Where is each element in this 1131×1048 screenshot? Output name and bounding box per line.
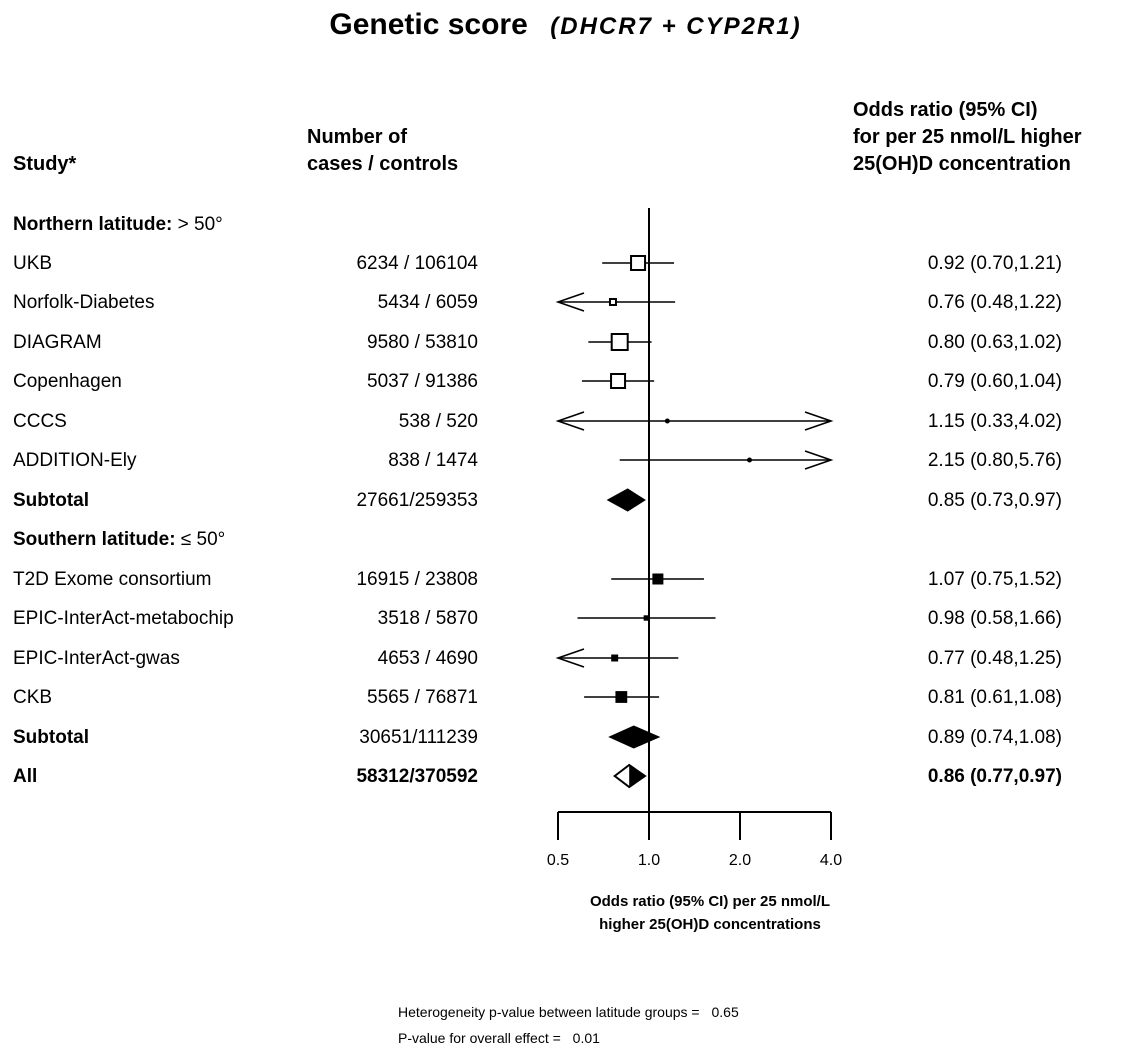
- cases-ukb: 6234 / 106104: [356, 253, 478, 274]
- point-ukb-0: [630, 255, 647, 271]
- or-header-line-1: Odds ratio (95% CI): [853, 99, 1038, 121]
- or-text-subtotal-northern: 0.85 (0.73,0.97): [927, 490, 1062, 511]
- study-name-t2d-exome: T2D Exome consortium: [13, 569, 212, 590]
- or-text-norfolk-diabetes: 0.76 (0.48,1.22): [927, 292, 1062, 313]
- section-southern: Southern latitude: ≤ 50°: [13, 529, 225, 551]
- point-copenhagen-3: [610, 373, 627, 389]
- section-northern: Northern latitude: > 50°: [13, 214, 223, 236]
- chart-title-genes: (DHCR7 + CYP2R1): [550, 13, 802, 40]
- or-text-cccs: 1.15 (0.33,4.02): [927, 411, 1062, 432]
- ci-arrow-left-epic-interact-gwas-9: [555, 648, 585, 668]
- cases-cccs: 538 / 520: [398, 411, 478, 432]
- diamond-fill-all-12: [629, 765, 646, 787]
- point-ckb-10: [615, 691, 628, 703]
- overall-effect-note: P-value for overall effect = 0.01: [398, 1030, 600, 1046]
- overall-effect-value: 0.01: [572, 1030, 600, 1046]
- or-text-epic-metabochip: 0.98 (0.58,1.66): [927, 608, 1062, 629]
- study-column-header: Study*: [13, 153, 77, 175]
- chart-title-main: Genetic score: [329, 8, 528, 41]
- heterogeneity-note: Heterogeneity p-value between latitude g…: [398, 1004, 739, 1020]
- cases-diagram: 9580 / 53810: [367, 332, 478, 353]
- point-diagram-2: [610, 333, 629, 351]
- point-epic-interact-metabochip-8: [643, 615, 650, 621]
- or-header-line-2: for per 25 nmol/L higher: [853, 126, 1082, 148]
- study-name-norfolk-diabetes: Norfolk-Diabetes: [13, 292, 155, 313]
- or-text-all: 0.86 (0.77,0.97): [927, 766, 1062, 787]
- ci-arrow-right-cccs-4: [804, 411, 834, 431]
- cases-header-line-2: cases / controls: [307, 153, 459, 175]
- heterogeneity-label: Heterogeneity p-value between latitude g…: [398, 1004, 700, 1020]
- or-text-copenhagen: 0.79 (0.60,1.04): [927, 371, 1062, 392]
- point-addition-ely-5: [746, 457, 752, 463]
- point-epic-interact-gwas-9: [611, 654, 619, 662]
- overall-effect-label: P-value for overall effect =: [398, 1030, 561, 1046]
- x-axis-label-line-1: Odds ratio (95% CI) per 25 nmol/L: [589, 893, 831, 910]
- or-column-header: Odds ratio (95% CI) for per 25 nmol/L hi…: [853, 97, 1082, 178]
- or-text-subtotal-southern: 0.89 (0.74,1.08): [927, 727, 1062, 748]
- or-text-ukb: 0.92 (0.70,1.21): [927, 253, 1062, 274]
- study-name-all: All: [13, 766, 38, 787]
- cases-all: 58312/370592: [356, 766, 478, 787]
- cases-addition-ely: 838 / 1474: [388, 450, 478, 471]
- diamond-subtotal-11: [608, 725, 661, 749]
- ci-arrow-left-cccs-4: [555, 411, 585, 431]
- study-name-cccs: CCCS: [13, 411, 67, 432]
- or-text-diagram: 0.80 (0.63,1.02): [927, 332, 1062, 353]
- x-tick-4-0: 4.0: [819, 852, 843, 869]
- heterogeneity-value: 0.65: [711, 1004, 739, 1020]
- cases-t2d-exome: 16915 / 23808: [356, 569, 478, 590]
- study-name-copenhagen: Copenhagen: [13, 371, 122, 392]
- x-tick-0-5: 0.5: [546, 852, 570, 869]
- study-name-diagram: DIAGRAM: [13, 332, 102, 353]
- x-tick-1-0: 1.0: [637, 852, 661, 869]
- cases-epic-gwas: 4653 / 4690: [377, 648, 478, 669]
- or-text-ckb: 0.81 (0.61,1.08): [927, 687, 1062, 708]
- diamond-subtotal-6: [606, 488, 646, 512]
- point-t2d-exome-consortium-7: [652, 573, 664, 585]
- study-name-ckb: CKB: [13, 687, 53, 708]
- section-southern-label: Southern latitude:: [13, 529, 176, 550]
- cases-epic-metabochip: 3518 / 5870: [377, 608, 478, 629]
- cases-header-line-1: Number of: [307, 126, 407, 148]
- study-name-subtotal-northern: Subtotal: [13, 490, 89, 511]
- cases-column-header: Number of cases / controls: [307, 124, 458, 178]
- ci-arrow-right-addition-ely-5: [804, 450, 834, 470]
- study-name-epic-metabochip: EPIC-InterAct-metabochip: [13, 608, 234, 629]
- point-norfolk-diabetes-1: [608, 298, 617, 306]
- ci-arrow-left-norfolk-diabetes-1: [555, 292, 585, 312]
- cases-subtotal-southern: 30651/111239: [359, 727, 478, 748]
- or-text-t2d-exome: 1.07 (0.75,1.52): [927, 569, 1062, 590]
- cases-norfolk-diabetes: 5434 / 6059: [377, 292, 478, 313]
- cases-copenhagen: 5037 / 91386: [367, 371, 478, 392]
- x-axis-label: Odds ratio (95% CI) per 25 nmol/L higher…: [510, 890, 910, 936]
- study-name-addition-ely: ADDITION-Ely: [13, 450, 137, 471]
- cases-ckb: 5565 / 76871: [367, 687, 478, 708]
- or-text-epic-gwas: 0.77 (0.48,1.25): [927, 648, 1062, 669]
- study-name-ukb: UKB: [13, 253, 53, 274]
- cases-subtotal-northern: 27661/259353: [356, 490, 478, 511]
- section-northern-threshold: > 50°: [177, 214, 223, 235]
- point-cccs-4: [664, 418, 670, 424]
- study-name-subtotal-southern: Subtotal: [13, 727, 89, 748]
- or-header-line-3: 25(OH)D concentration: [853, 153, 1071, 175]
- x-tick-2-0: 2.0: [728, 852, 752, 869]
- section-northern-label: Northern latitude:: [13, 214, 173, 235]
- chart-title: Genetic score (DHCR7 + CYP2R1): [0, 8, 1131, 42]
- section-southern-threshold: ≤ 50°: [180, 529, 226, 550]
- study-name-epic-gwas: EPIC-InterAct-gwas: [13, 648, 180, 669]
- x-axis-label-line-2: higher 25(OH)D concentrations: [599, 916, 821, 933]
- or-text-addition-ely: 2.15 (0.80,5.76): [927, 450, 1062, 471]
